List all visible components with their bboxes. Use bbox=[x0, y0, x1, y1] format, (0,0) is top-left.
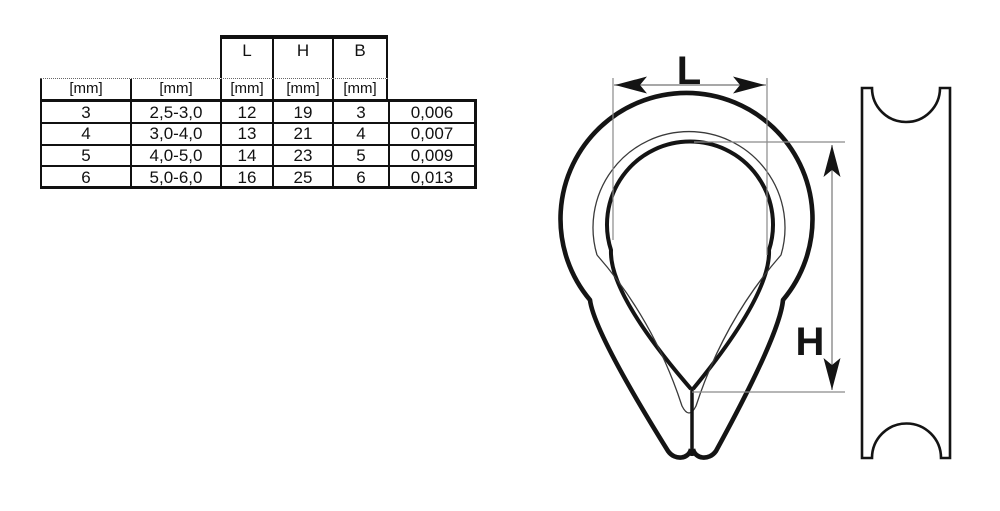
table-row: 6 5,0-6,0 16 25 6 0,013 bbox=[40, 167, 477, 189]
dim-header-cell-L: L bbox=[220, 39, 272, 78]
table-cell: 6 bbox=[40, 167, 130, 187]
table-cell: 4 bbox=[40, 123, 130, 144]
table-cell: 3,0-4,0 bbox=[130, 123, 220, 144]
thimble-front-view bbox=[558, 90, 815, 460]
dimension-L: L bbox=[612, 49, 768, 255]
table-cell: 14 bbox=[220, 145, 272, 166]
table-cell: 3 bbox=[332, 102, 388, 122]
dim-header-cell-B: B bbox=[332, 39, 388, 78]
arrowhead-left-icon bbox=[615, 76, 647, 94]
table-cell: 0,006 bbox=[388, 102, 477, 122]
table-cell: 0,007 bbox=[388, 123, 477, 144]
arrowhead-right-icon bbox=[733, 76, 765, 94]
dimension-H: H bbox=[692, 141, 845, 393]
unit-cell: [mm] bbox=[332, 79, 388, 99]
table-unit-row: [mm] [mm] [mm] [mm] [mm] bbox=[40, 78, 388, 99]
inner-contour bbox=[605, 139, 775, 391]
unit-cell: [mm] bbox=[272, 79, 332, 99]
unit-cell: [mm] bbox=[220, 79, 272, 99]
table-dim-header-row: L H B bbox=[220, 35, 388, 78]
table-body: 3 2,5-3,0 12 19 3 0,006 4 3,0-4,0 13 21 … bbox=[40, 102, 477, 189]
table-cell: 12 bbox=[220, 102, 272, 122]
height-dim-label: H bbox=[796, 320, 825, 364]
table-cell: 13 bbox=[220, 123, 272, 144]
table-header-divider bbox=[40, 99, 477, 102]
table-cell: 19 bbox=[272, 102, 332, 122]
table-row: 5 4,0-5,0 14 23 5 0,009 bbox=[40, 145, 477, 168]
table-cell: 6 bbox=[332, 167, 388, 187]
thimble-side-view bbox=[860, 86, 952, 460]
dim-header-cell-H: H bbox=[272, 39, 332, 78]
table-cell: 2,5-3,0 bbox=[130, 102, 220, 122]
table-cell: 4,0-5,0 bbox=[130, 145, 220, 166]
table-cell: 5 bbox=[40, 145, 130, 166]
arrowhead-up-icon bbox=[823, 145, 841, 177]
table-row: 3 2,5-3,0 12 19 3 0,006 bbox=[40, 102, 477, 124]
table-cell: 5 bbox=[332, 145, 388, 166]
width-dim-label: L bbox=[677, 49, 701, 93]
outer-contour bbox=[558, 90, 815, 460]
table-cell: 25 bbox=[272, 167, 332, 187]
table-cell: 5,0-6,0 bbox=[130, 167, 220, 187]
unit-cell: [mm] bbox=[130, 79, 220, 99]
table-cell: 23 bbox=[272, 145, 332, 166]
unit-cell: [mm] bbox=[40, 79, 130, 99]
table-cell: 4 bbox=[332, 123, 388, 144]
groove-edge-line bbox=[592, 130, 786, 414]
table-cell: 16 bbox=[220, 167, 272, 187]
side-profile-contour bbox=[860, 86, 952, 460]
arrowhead-down-icon bbox=[823, 358, 841, 390]
table-cell: 0,009 bbox=[388, 145, 477, 166]
table-cell: 3 bbox=[40, 102, 130, 122]
table-cell: 0,013 bbox=[388, 167, 477, 187]
table-cell: 21 bbox=[272, 123, 332, 144]
table-row: 4 3,0-4,0 13 21 4 0,007 bbox=[40, 123, 477, 146]
dimension-table: L H B [mm] [mm] [mm] [mm] [mm] 3 2,5-3,0… bbox=[40, 35, 477, 189]
